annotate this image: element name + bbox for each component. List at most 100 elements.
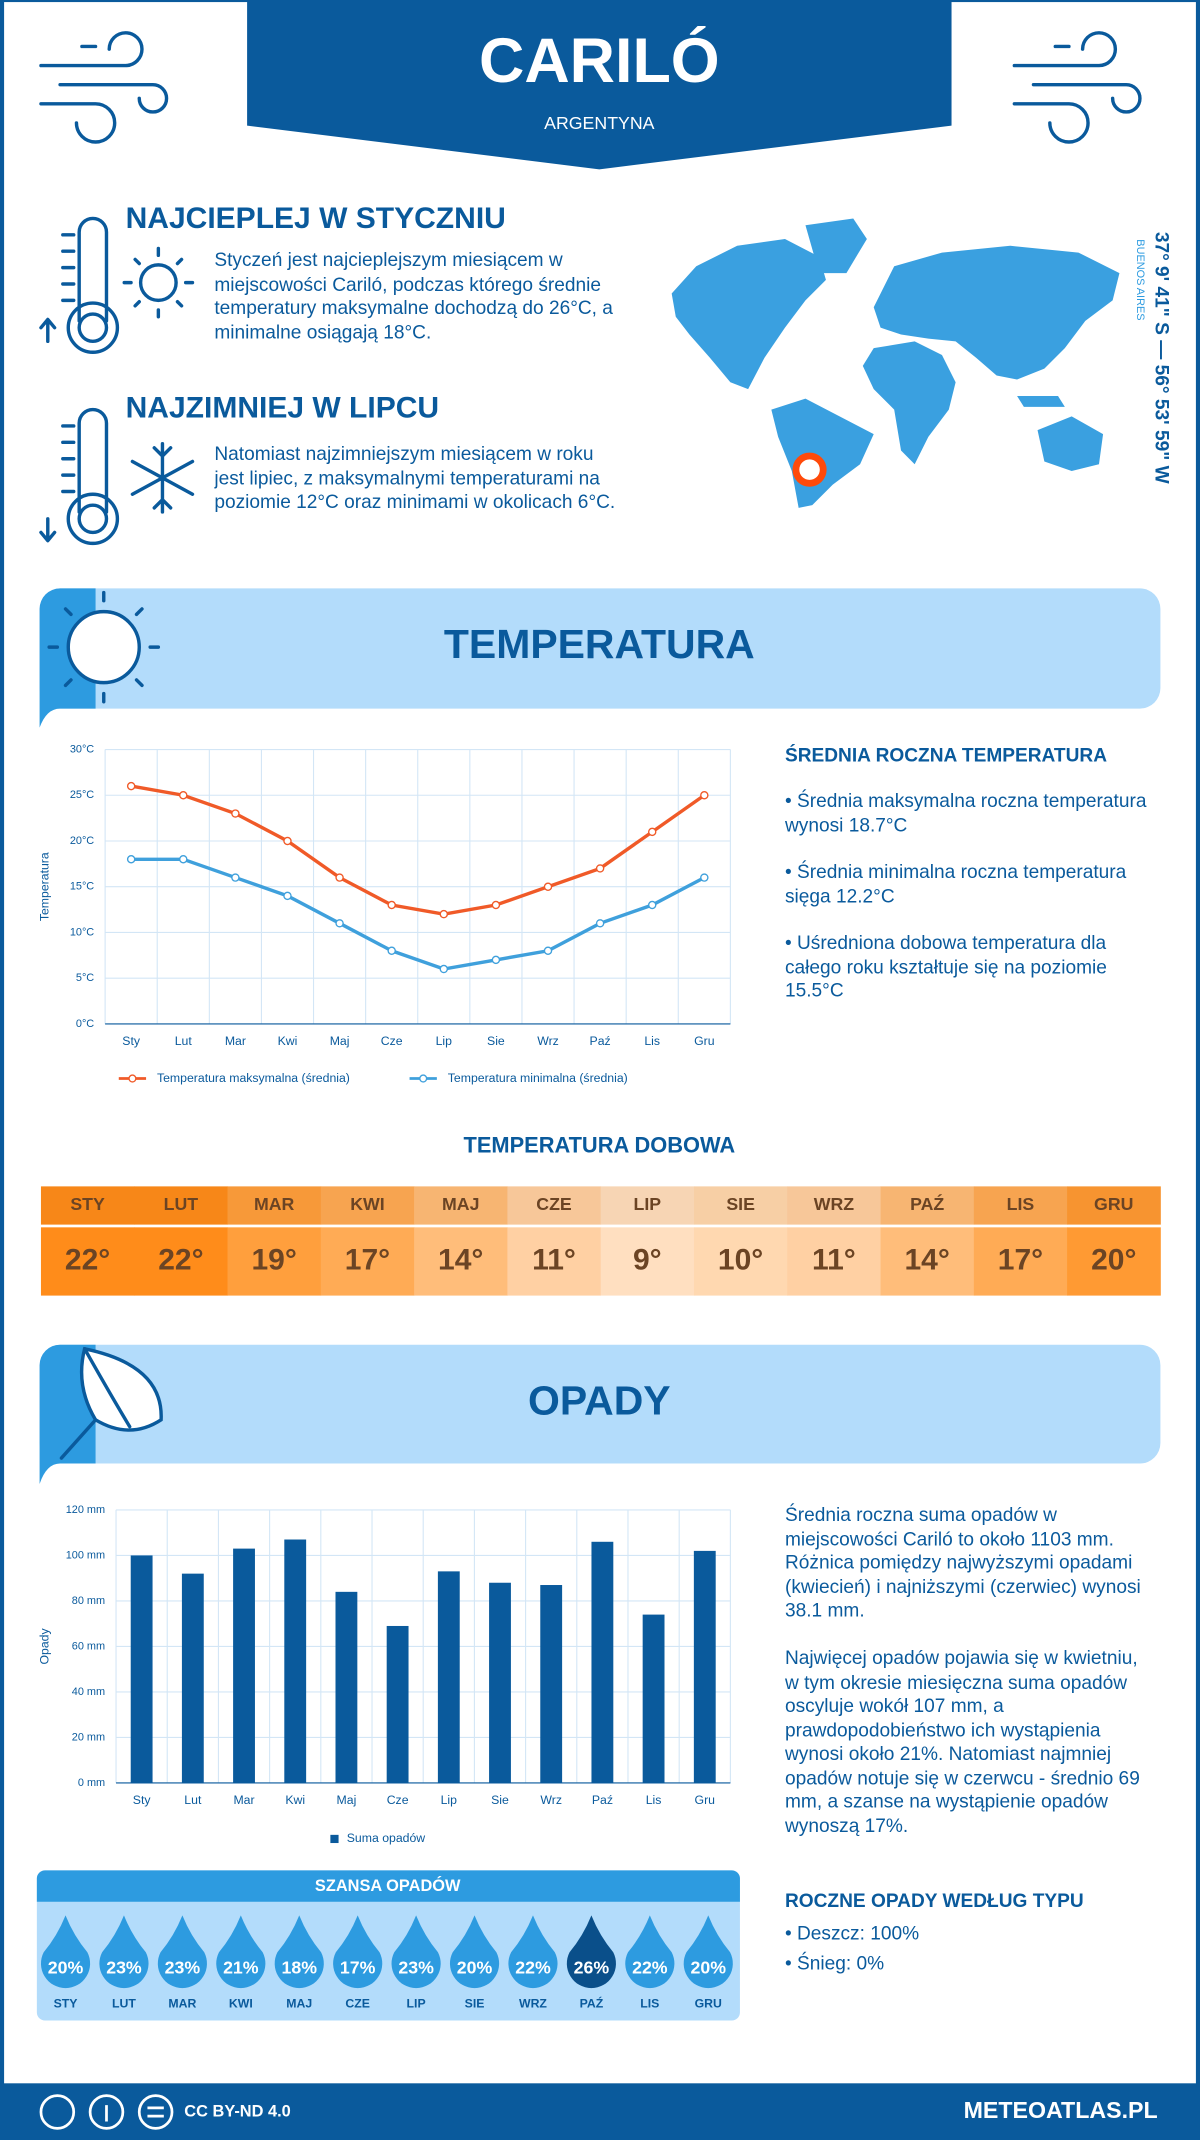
coordinates: 37° 9' 41" S — 56° 53' 59" W [1150, 232, 1171, 485]
point-marker [387, 946, 396, 955]
rain-drop [99, 1915, 149, 1989]
y-tick-label: 5°C [76, 972, 94, 984]
stats-item: • Średnia maksymalna roczna temperatura … [784, 789, 1147, 835]
stats-item-box: • Średnia minimalna roczna temperatura s… [785, 860, 1126, 906]
bar [591, 1541, 614, 1783]
x-tick-label: Sie [487, 1034, 505, 1048]
point-marker [231, 873, 240, 882]
chance-value: 18% [281, 1957, 317, 1977]
rain-drop [333, 1915, 383, 1989]
point-marker [179, 791, 188, 800]
chance-month: LIP [407, 1996, 426, 2010]
y-axis-title: Temperatura [37, 852, 51, 921]
rain-drop [566, 1915, 616, 1989]
y-tick-label: 60 mm [72, 1640, 105, 1652]
x-tick-label: Cze [381, 1034, 403, 1048]
x-tick-label: Wrz [537, 1034, 559, 1048]
chance-value: 22% [632, 1957, 668, 1977]
x-tick-label: Mar [233, 1793, 254, 1807]
point-marker [387, 900, 396, 910]
x-tick-label: Maj [337, 1793, 357, 1807]
bar [233, 1548, 255, 1783]
month-label: LIS [1007, 1194, 1035, 1214]
point-marker [543, 882, 553, 891]
wind-icon [39, 31, 1142, 144]
point-marker [283, 891, 292, 901]
month-label: LUT [164, 1194, 199, 1214]
point-marker [491, 955, 501, 965]
y-axis-title: Opady [37, 1628, 51, 1665]
chance-month: LIS [640, 1996, 659, 2010]
header-shade [40, 1186, 135, 1225]
stats-item: • Uśredniona dobowa temperatura dla całe… [784, 931, 1107, 1001]
y-tick-label: 30°C [70, 743, 94, 755]
point-marker [595, 919, 605, 928]
precipitation-chart: 0 mm 20 mm 40 mm 60 mm 80 mm 100 mm 120 mm Opad… [37, 1504, 731, 1845]
types-item: • Śnieg: 0% [785, 1953, 884, 1975]
chance-drops: 20% STY 23% LUT 23% MAR 21% KWI 18% MAJ 17% CZE 23% L… [40, 1915, 733, 2010]
header-shade [600, 1186, 695, 1225]
stats-item-box: • Średnia maksymalna roczna temperatura … [784, 789, 1147, 835]
y-tick-label: 100 mm [66, 1549, 105, 1561]
header-shade [1067, 1186, 1161, 1225]
legend-label: Suma opadów [347, 1831, 426, 1845]
chance-month: MAJ [286, 1996, 312, 2010]
cold-icon [39, 407, 195, 546]
chance-month: STY [54, 1996, 78, 2010]
header-shade [507, 1186, 602, 1225]
header-shade [134, 1186, 228, 1225]
value-cell [880, 1227, 975, 1296]
daily-value: 17° [998, 1243, 1043, 1276]
rain-drop [40, 1915, 91, 1989]
x-tick-label: Sty [122, 1034, 141, 1048]
x-tick-label: Gru [695, 1793, 715, 1807]
month-header-cell [787, 1186, 881, 1225]
y-tick-label: 0°C [76, 1018, 94, 1030]
daily-value: 10° [718, 1243, 763, 1276]
y-tick-label: 0 mm [78, 1777, 105, 1789]
value-cell [507, 1227, 602, 1296]
daily-value: 14° [438, 1243, 483, 1276]
point-marker [126, 781, 136, 791]
chance-month: MAR [168, 1996, 196, 2010]
chance-month: GRU [695, 1996, 722, 2010]
header-shade [227, 1186, 322, 1225]
x-tick-label: Lis [646, 1793, 662, 1807]
bar [540, 1585, 563, 1783]
header-shade [973, 1186, 1068, 1225]
y-tick-label: 10°C [70, 926, 94, 938]
y-tick-label: 80 mm [72, 1595, 105, 1607]
daily-value: 14° [904, 1243, 949, 1276]
x-tick-label: Kwi [285, 1793, 305, 1807]
chance-value: 17% [340, 1957, 376, 1977]
rain-drop [274, 1915, 324, 1989]
rain-drop [625, 1915, 675, 1989]
chance-value: 20% [457, 1957, 493, 1977]
bar [437, 1571, 460, 1783]
daily-value: 20° [1091, 1243, 1136, 1276]
value-cell [973, 1227, 1068, 1296]
chance-title: SZANSA OPADÓW [315, 1876, 461, 1895]
rain-drop [683, 1915, 733, 1989]
month-header-cell [880, 1186, 975, 1225]
location-marker [792, 452, 827, 487]
daily-table: STY 22° LUT 22° MAR 19° KWI 17° MAJ 14° CZE 11° LIP 9… [40, 1186, 1161, 1296]
x-tick-label: Paź [592, 1793, 613, 1807]
y-tick-label: 25°C [70, 789, 94, 801]
point-marker [595, 864, 605, 873]
bar [130, 1555, 153, 1783]
bar [642, 1614, 665, 1783]
month-header-cell [320, 1186, 415, 1225]
stats-item-box: • Uśredniona dobowa temperatura dla całe… [784, 931, 1107, 1001]
point-marker [543, 946, 553, 955]
month-header-cell [414, 1186, 508, 1225]
temperature-chart: 0°C 5°C 10°C 15°C 20°C 25°C 30°C Temperatura Sty… [37, 743, 731, 1085]
bar [386, 1625, 409, 1783]
month-label: PAŹ [910, 1193, 944, 1214]
point-marker [439, 909, 449, 919]
daily-value: 9° [633, 1243, 662, 1276]
value-cell [320, 1227, 415, 1296]
month-header-cell [973, 1186, 1068, 1225]
x-tick-label: Cze [387, 1793, 409, 1807]
value-cell [600, 1227, 695, 1296]
